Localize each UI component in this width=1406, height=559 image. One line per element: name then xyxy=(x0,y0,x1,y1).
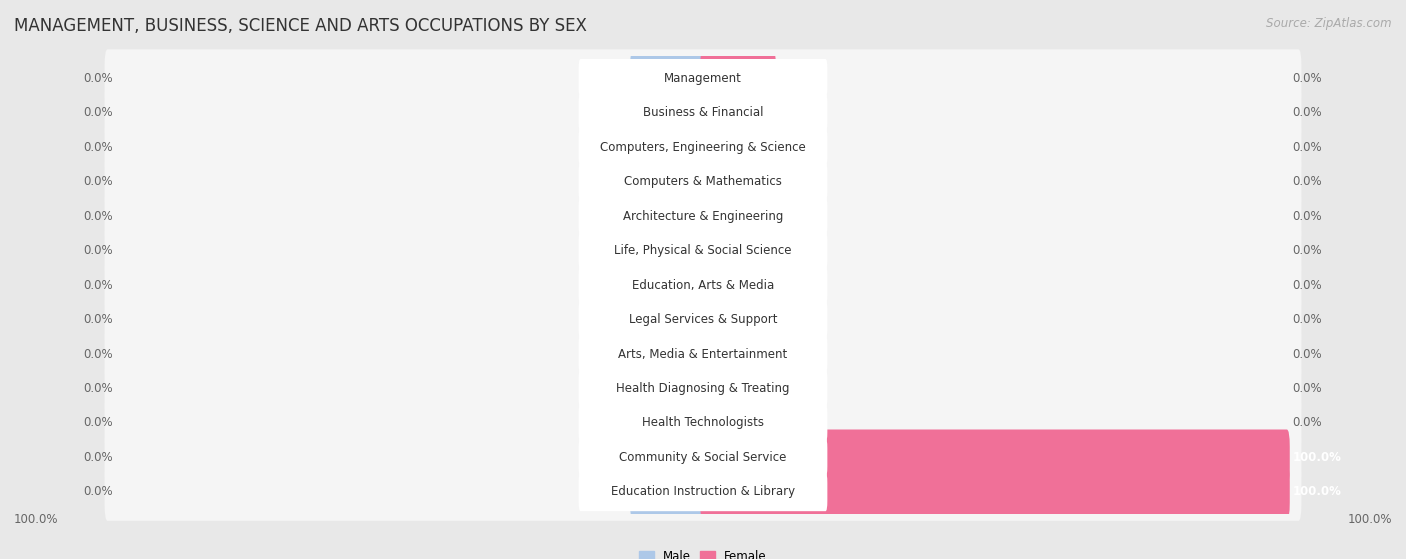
Text: 0.0%: 0.0% xyxy=(1292,210,1322,222)
FancyBboxPatch shape xyxy=(700,222,776,278)
FancyBboxPatch shape xyxy=(630,188,706,244)
FancyBboxPatch shape xyxy=(700,154,776,210)
Text: 0.0%: 0.0% xyxy=(84,278,114,292)
Text: 0.0%: 0.0% xyxy=(84,485,114,499)
Text: Computers & Mathematics: Computers & Mathematics xyxy=(624,175,782,188)
Text: Architecture & Engineering: Architecture & Engineering xyxy=(623,210,783,222)
FancyBboxPatch shape xyxy=(104,119,1302,176)
Text: 0.0%: 0.0% xyxy=(1292,72,1322,85)
Text: 100.0%: 100.0% xyxy=(1292,451,1341,464)
FancyBboxPatch shape xyxy=(630,395,706,451)
Text: 0.0%: 0.0% xyxy=(1292,175,1322,188)
FancyBboxPatch shape xyxy=(579,266,827,305)
Text: 0.0%: 0.0% xyxy=(84,382,114,395)
FancyBboxPatch shape xyxy=(104,49,1302,107)
FancyBboxPatch shape xyxy=(104,325,1302,383)
Text: 0.0%: 0.0% xyxy=(84,348,114,361)
Text: MANAGEMENT, BUSINESS, SCIENCE AND ARTS OCCUPATIONS BY SEX: MANAGEMENT, BUSINESS, SCIENCE AND ARTS O… xyxy=(14,17,586,35)
Text: 100.0%: 100.0% xyxy=(14,513,59,526)
Text: Business & Financial: Business & Financial xyxy=(643,106,763,119)
FancyBboxPatch shape xyxy=(630,119,706,175)
FancyBboxPatch shape xyxy=(579,369,827,408)
FancyBboxPatch shape xyxy=(104,359,1302,418)
Text: 0.0%: 0.0% xyxy=(84,451,114,464)
FancyBboxPatch shape xyxy=(104,153,1302,211)
FancyBboxPatch shape xyxy=(630,361,706,416)
FancyBboxPatch shape xyxy=(700,292,776,348)
FancyBboxPatch shape xyxy=(104,291,1302,348)
FancyBboxPatch shape xyxy=(630,257,706,313)
Text: 0.0%: 0.0% xyxy=(84,244,114,257)
FancyBboxPatch shape xyxy=(630,326,706,382)
Text: 0.0%: 0.0% xyxy=(84,210,114,222)
Text: Health Diagnosing & Treating: Health Diagnosing & Treating xyxy=(616,382,790,395)
FancyBboxPatch shape xyxy=(630,222,706,278)
FancyBboxPatch shape xyxy=(579,163,827,201)
FancyBboxPatch shape xyxy=(700,326,776,382)
FancyBboxPatch shape xyxy=(579,335,827,373)
FancyBboxPatch shape xyxy=(104,428,1302,486)
Text: 0.0%: 0.0% xyxy=(1292,106,1322,119)
Text: Education Instruction & Library: Education Instruction & Library xyxy=(612,485,794,499)
FancyBboxPatch shape xyxy=(700,188,776,244)
FancyBboxPatch shape xyxy=(700,361,776,416)
FancyBboxPatch shape xyxy=(630,429,706,485)
FancyBboxPatch shape xyxy=(700,85,776,141)
FancyBboxPatch shape xyxy=(630,50,706,106)
FancyBboxPatch shape xyxy=(700,119,776,175)
FancyBboxPatch shape xyxy=(700,257,776,313)
Text: Legal Services & Support: Legal Services & Support xyxy=(628,313,778,326)
FancyBboxPatch shape xyxy=(579,93,827,132)
FancyBboxPatch shape xyxy=(104,187,1302,245)
Text: Management: Management xyxy=(664,72,742,85)
FancyBboxPatch shape xyxy=(579,300,827,339)
FancyBboxPatch shape xyxy=(630,154,706,210)
FancyBboxPatch shape xyxy=(700,464,1289,520)
Text: 0.0%: 0.0% xyxy=(1292,313,1322,326)
Legend: Male, Female: Male, Female xyxy=(634,546,772,559)
Text: 0.0%: 0.0% xyxy=(1292,348,1322,361)
FancyBboxPatch shape xyxy=(579,59,827,98)
Text: 0.0%: 0.0% xyxy=(1292,278,1322,292)
Text: Education, Arts & Media: Education, Arts & Media xyxy=(631,278,775,292)
Text: 0.0%: 0.0% xyxy=(1292,141,1322,154)
Text: 0.0%: 0.0% xyxy=(84,106,114,119)
Text: 0.0%: 0.0% xyxy=(84,313,114,326)
Text: 0.0%: 0.0% xyxy=(84,141,114,154)
Text: 100.0%: 100.0% xyxy=(1292,485,1341,499)
FancyBboxPatch shape xyxy=(104,256,1302,314)
Text: 0.0%: 0.0% xyxy=(1292,244,1322,257)
FancyBboxPatch shape xyxy=(700,50,776,106)
FancyBboxPatch shape xyxy=(579,128,827,167)
FancyBboxPatch shape xyxy=(630,464,706,520)
Text: Arts, Media & Entertainment: Arts, Media & Entertainment xyxy=(619,348,787,361)
Text: 0.0%: 0.0% xyxy=(1292,416,1322,429)
FancyBboxPatch shape xyxy=(630,292,706,348)
FancyBboxPatch shape xyxy=(579,231,827,270)
Text: 0.0%: 0.0% xyxy=(84,416,114,429)
Text: Source: ZipAtlas.com: Source: ZipAtlas.com xyxy=(1267,17,1392,30)
FancyBboxPatch shape xyxy=(579,197,827,235)
FancyBboxPatch shape xyxy=(104,84,1302,142)
FancyBboxPatch shape xyxy=(700,429,1289,485)
FancyBboxPatch shape xyxy=(579,404,827,442)
FancyBboxPatch shape xyxy=(104,222,1302,280)
FancyBboxPatch shape xyxy=(104,394,1302,452)
Text: 0.0%: 0.0% xyxy=(1292,382,1322,395)
FancyBboxPatch shape xyxy=(630,85,706,141)
Text: 0.0%: 0.0% xyxy=(84,72,114,85)
Text: Community & Social Service: Community & Social Service xyxy=(619,451,787,464)
Text: Life, Physical & Social Science: Life, Physical & Social Science xyxy=(614,244,792,257)
FancyBboxPatch shape xyxy=(579,472,827,511)
Text: 100.0%: 100.0% xyxy=(1347,513,1392,526)
FancyBboxPatch shape xyxy=(579,438,827,477)
Text: 0.0%: 0.0% xyxy=(84,175,114,188)
FancyBboxPatch shape xyxy=(104,463,1302,521)
FancyBboxPatch shape xyxy=(700,395,776,451)
Text: Health Technologists: Health Technologists xyxy=(643,416,763,429)
Text: Computers, Engineering & Science: Computers, Engineering & Science xyxy=(600,141,806,154)
